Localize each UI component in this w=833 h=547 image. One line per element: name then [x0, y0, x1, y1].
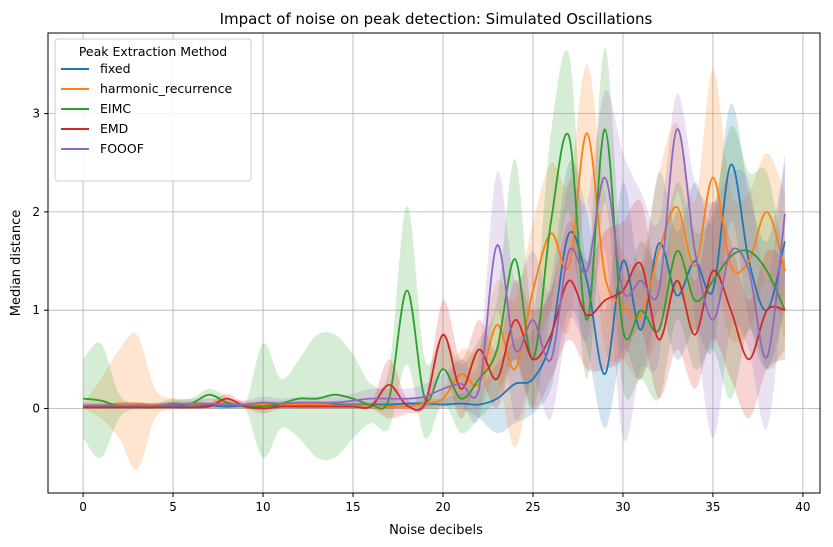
band-emd	[83, 199, 785, 419]
band-harmonic-recurrence	[83, 64, 785, 470]
x-tick-label: 40	[795, 500, 810, 514]
x-tick-label: 20	[435, 500, 450, 514]
chart-title: Impact of noise on peak detection: Simul…	[220, 10, 653, 28]
legend-label-emd: EMD	[100, 121, 128, 136]
x-axis-label: Noise decibels	[389, 523, 483, 538]
x-tick-label: 10	[255, 500, 270, 514]
y-axis-label: Median distance	[9, 210, 24, 317]
y-tick-label: 0	[32, 401, 40, 415]
x-tick-label: 5	[169, 500, 177, 514]
plot-frame	[47, 32, 821, 494]
grid-lines	[48, 33, 820, 493]
y-tick-label: 1	[32, 303, 40, 317]
legend: Peak Extraction Method fixed harmonic_rec…	[54, 38, 252, 182]
x-tick-label: 25	[525, 500, 540, 514]
legend-title: Peak Extraction Method	[79, 44, 227, 59]
y-axis-ticks: 0 1 2 3	[32, 107, 48, 415]
x-tick-label: 30	[615, 500, 630, 514]
series-line-eimc	[82, 128, 786, 410]
x-tick-label: 0	[79, 500, 87, 514]
band-fooof	[83, 90, 785, 442]
x-axis-ticks: 0 5 10 15 20 25 30 35 40	[79, 493, 811, 514]
x-tick-label: 15	[345, 500, 360, 514]
series-line-fooof	[83, 128, 786, 407]
series-line-fixed	[83, 163, 786, 408]
y-tick-label: 2	[32, 205, 40, 219]
legend-label-harmonic-recurrence: harmonic_recurrence	[100, 81, 232, 96]
legend-label-fooof: FOOOF	[100, 141, 144, 156]
x-tick-label: 35	[705, 500, 720, 514]
series-line-emd	[83, 261, 786, 412]
legend-box	[54, 38, 252, 182]
series-lines	[82, 128, 786, 412]
y-tick-label: 3	[32, 107, 40, 121]
legend-label-fixed: fixed	[100, 61, 131, 76]
legend-label-eimc: EIMC	[100, 101, 131, 116]
